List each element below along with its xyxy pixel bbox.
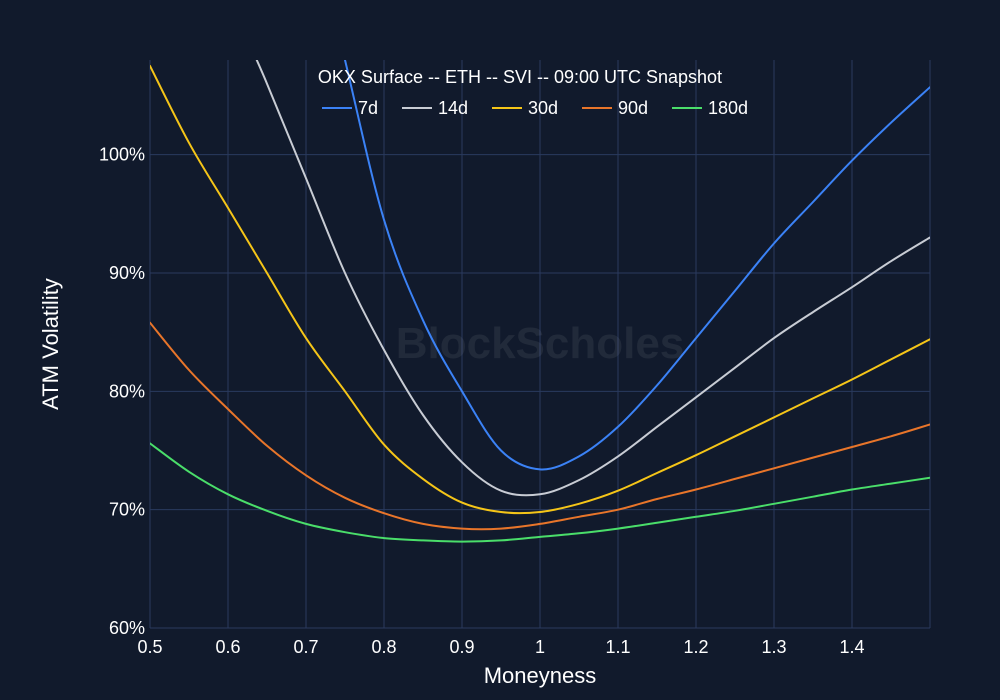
x-tick-label: 0.7 bbox=[293, 637, 318, 657]
series-lines bbox=[150, 60, 930, 543]
legend-item-90d[interactable]: 90d bbox=[582, 98, 648, 118]
x-tick-label: 1 bbox=[535, 637, 545, 657]
x-tick-label: 0.6 bbox=[215, 637, 240, 657]
y-tick-label: 60% bbox=[109, 618, 145, 638]
x-tick-label: 1.3 bbox=[761, 637, 786, 657]
y-tick-label: 90% bbox=[109, 263, 145, 283]
y-axis-title: ATM Volatility bbox=[38, 278, 63, 410]
x-tick-label: 1.4 bbox=[839, 637, 864, 657]
grid bbox=[149, 60, 931, 629]
legend-item-14d[interactable]: 14d bbox=[402, 98, 468, 118]
y-tick-label: 70% bbox=[109, 500, 145, 520]
chart-title: OKX Surface -- ETH -- SVI -- 09:00 UTC S… bbox=[318, 67, 722, 87]
x-tick-label: 0.9 bbox=[449, 637, 474, 657]
watermark: BlockScholes bbox=[396, 319, 685, 368]
legend-item-180d[interactable]: 180d bbox=[672, 98, 748, 118]
y-tick-label: 100% bbox=[99, 145, 145, 165]
series-line-180d bbox=[150, 442, 930, 543]
legend-label: 90d bbox=[618, 98, 648, 118]
legend-label: 7d bbox=[358, 98, 378, 118]
y-tick-label: 80% bbox=[109, 381, 145, 401]
series-line-7d bbox=[343, 60, 930, 471]
x-tick-label: 1.2 bbox=[683, 637, 708, 657]
legend-label: 14d bbox=[438, 98, 468, 118]
series-line-90d bbox=[150, 321, 930, 531]
x-axis-ticks: 0.5 0.6 0.7 0.8 0.9 1 1.1 1.2 1.3 1.4 bbox=[137, 637, 864, 657]
x-tick-label: 0.5 bbox=[137, 637, 162, 657]
y-axis-ticks: 60% 70% 80% 90% 100% bbox=[99, 145, 145, 638]
legend-label: 180d bbox=[708, 98, 748, 118]
legend-item-7d[interactable]: 7d bbox=[322, 98, 378, 118]
x-axis-title: Moneyness bbox=[484, 663, 597, 688]
x-tick-label: 0.8 bbox=[371, 637, 396, 657]
x-tick-label: 1.1 bbox=[605, 637, 630, 657]
legend-label: 30d bbox=[528, 98, 558, 118]
series-line-30d bbox=[150, 64, 930, 515]
legend-item-30d[interactable]: 30d bbox=[492, 98, 558, 118]
legend[interactable]: 7d 14d 30d 90d 180d bbox=[322, 98, 748, 118]
series-line-14d bbox=[255, 60, 930, 497]
